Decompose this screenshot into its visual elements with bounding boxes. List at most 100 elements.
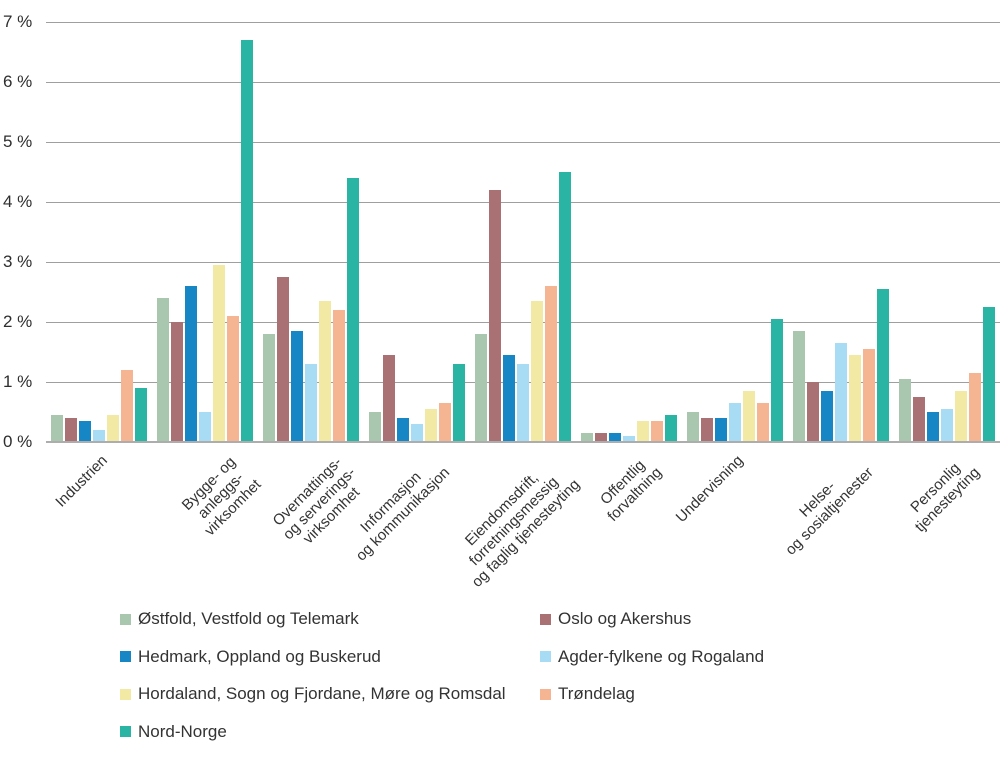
bar-s3-g3 xyxy=(411,424,423,442)
bar-group-4 xyxy=(470,22,576,442)
bar-group-1 xyxy=(152,22,258,442)
legend-item: Trøndelag xyxy=(540,684,635,703)
bar-s6-g3 xyxy=(453,364,465,442)
bar-s5-g3 xyxy=(439,403,451,442)
x-axis-category-label: Informasjon og kommunikasjon xyxy=(341,452,453,564)
x-axis-category-label: Personlig tjenesteyting xyxy=(899,452,983,536)
bar-s1-g4 xyxy=(489,190,501,442)
bar-s6-g8 xyxy=(983,307,995,442)
legend-swatch-icon xyxy=(540,651,551,662)
bar-s5-g1 xyxy=(227,316,239,442)
legend-item: Oslo og Akershus xyxy=(540,609,692,628)
y-axis-tick-label: 7 % xyxy=(3,12,33,31)
bar-group-8 xyxy=(894,22,1000,442)
legend-item: Hedmark, Oppland og Buskerud xyxy=(120,646,381,666)
y-axis-tick-label: 1 % xyxy=(3,372,33,391)
bar-group-3 xyxy=(364,22,470,442)
gridline xyxy=(46,202,1000,203)
bar-s4-g0 xyxy=(107,415,119,442)
bar-s0-g7 xyxy=(793,331,805,442)
bar-s4-g2 xyxy=(319,301,331,442)
bar-s4-g7 xyxy=(849,355,861,442)
bar-s1-g6 xyxy=(701,418,713,442)
plot-area xyxy=(46,22,1000,443)
legend-item: Agder-fylkene og Rogaland xyxy=(540,646,765,666)
legend-swatch-icon xyxy=(120,726,131,737)
bar-s2-g3 xyxy=(397,418,409,442)
bar-s5-g7 xyxy=(863,349,875,442)
bar-s0-g1 xyxy=(157,298,169,442)
x-axis-line xyxy=(46,441,1000,443)
bar-s0-g4 xyxy=(475,334,487,442)
bar-s0-g3 xyxy=(369,412,381,442)
bar-s0-g6 xyxy=(687,412,699,442)
x-axis-category-label: Undervisning xyxy=(673,452,747,526)
x-axis-category-label: Helse-og sosialtjenester xyxy=(770,452,877,559)
bar-s6-g6 xyxy=(771,319,783,442)
legend-item: Hordaland, Sogn og Fjordane, Møre og Rom… xyxy=(120,684,506,703)
legend-item: Nord-Norge xyxy=(120,722,227,741)
y-axis-tick-label: 2 % xyxy=(3,312,33,331)
x-axis-category-label: Bygge- og anleggs-virksomhet xyxy=(178,452,265,539)
bar-s4-g6 xyxy=(743,391,755,442)
bar-s1-g0 xyxy=(65,418,77,442)
bar-s4-g5 xyxy=(637,421,649,442)
bar-s4-g3 xyxy=(425,409,437,442)
bar-s0-g5 xyxy=(581,433,593,442)
y-axis-tick-label: 6 % xyxy=(3,72,33,91)
bar-s3-g4 xyxy=(517,364,529,442)
x-axis-label-line: forretningsmessig xyxy=(465,473,562,570)
bar-s4-g8 xyxy=(955,391,967,442)
bar-s4-g1 xyxy=(213,265,225,442)
bar-s3-g2 xyxy=(305,364,317,442)
x-axis-label-line: Undervisning xyxy=(673,452,748,526)
bar-s6-g1 xyxy=(241,40,253,442)
bar-s2-g2 xyxy=(291,331,303,442)
bar-s3-g8 xyxy=(941,409,953,442)
bar-s6-g4 xyxy=(559,172,571,442)
legend-swatch-icon xyxy=(120,613,131,625)
legend-swatch-icon xyxy=(540,613,551,625)
bar-s2-g6 xyxy=(715,418,727,442)
x-axis-category-label: Offentlig forvaltning xyxy=(592,452,665,525)
legend-label: Østfold, Vestfold og Telemark xyxy=(138,609,359,628)
bar-s1-g8 xyxy=(913,397,925,442)
legend-label: Trøndelag xyxy=(558,684,635,703)
legend-label: Oslo og Akershus xyxy=(558,609,692,628)
bar-group-6 xyxy=(682,22,788,442)
bar-s1-g7 xyxy=(807,382,819,442)
gridline xyxy=(46,22,1000,23)
legend-label: Hedmark, Oppland og Buskerud xyxy=(138,646,381,666)
bar-s1-g2 xyxy=(277,277,289,442)
bar-s1-g3 xyxy=(383,355,395,442)
bar-s2-g7 xyxy=(821,391,833,442)
bar-s3-g5 xyxy=(623,436,635,442)
y-axis-tick-label: 5 % xyxy=(3,132,33,151)
bar-s2-g8 xyxy=(927,412,939,442)
bar-s5-g0 xyxy=(121,370,133,442)
legend-label: Hordaland, Sogn og Fjordane, Møre og Rom… xyxy=(138,684,506,703)
bar-group-2 xyxy=(258,22,364,442)
gridline xyxy=(46,142,1000,143)
bar-s2-g1 xyxy=(185,286,197,442)
bar-s6-g0 xyxy=(135,388,147,442)
bar-s3-g1 xyxy=(199,412,211,442)
bar-group-7 xyxy=(788,22,894,442)
bar-s0-g0 xyxy=(51,415,63,442)
x-axis-category-label: Eiendomsdrift, forretningsmessig og faglig… xyxy=(444,452,583,590)
bar-s5-g4 xyxy=(545,286,557,442)
x-axis-label-line: Industrien xyxy=(52,452,112,511)
legend-item: Østfold, Vestfold og Telemark xyxy=(120,609,359,628)
legend-swatch-icon xyxy=(540,688,551,700)
bar-s0-g2 xyxy=(263,334,275,442)
legend-label: Agder-fylkene og Rogaland xyxy=(558,646,765,666)
bar-s2-g5 xyxy=(609,433,621,442)
legend-swatch-icon xyxy=(120,651,131,662)
bar-s1-g1 xyxy=(171,322,183,442)
gridline xyxy=(46,82,1000,83)
gridline xyxy=(46,262,1000,263)
bar-s2-g4 xyxy=(503,355,515,442)
bar-s5-g8 xyxy=(969,373,981,442)
gridline xyxy=(46,322,1000,323)
